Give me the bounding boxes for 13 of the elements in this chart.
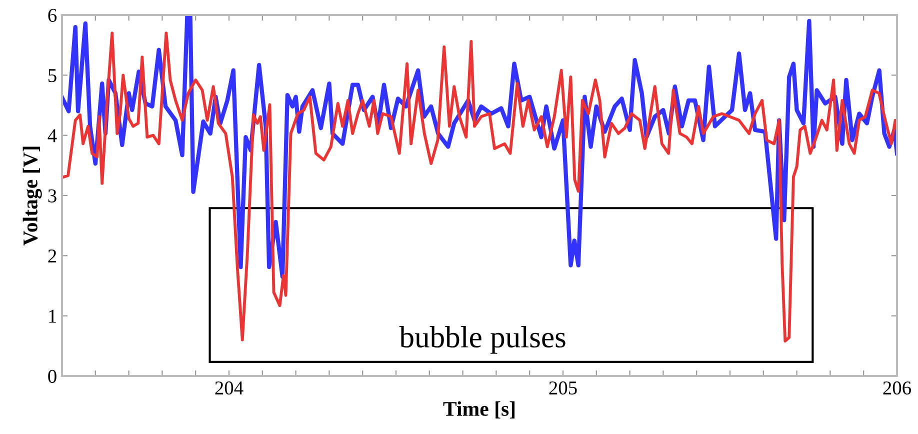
y-axis-title: Voltage [V] — [22, 146, 42, 246]
y-tick-label: 2 — [48, 250, 56, 262]
y-tick-label: 6 — [48, 8, 57, 22]
y-tick-label: 4 — [48, 129, 57, 142]
y-tick-label: 0 — [48, 370, 56, 383]
y-tick-label: 3 — [48, 189, 56, 202]
y-tick-label: 5 — [48, 69, 56, 82]
x-axis-title: Time [s] — [443, 401, 515, 419]
y-tick-label: 1 — [49, 310, 56, 323]
annotation: bubble pulses — [399, 326, 566, 354]
x-tick-label: 206 — [883, 381, 912, 395]
x-tick-label: 205 — [549, 381, 577, 395]
x-tick-label: 204 — [215, 381, 244, 395]
